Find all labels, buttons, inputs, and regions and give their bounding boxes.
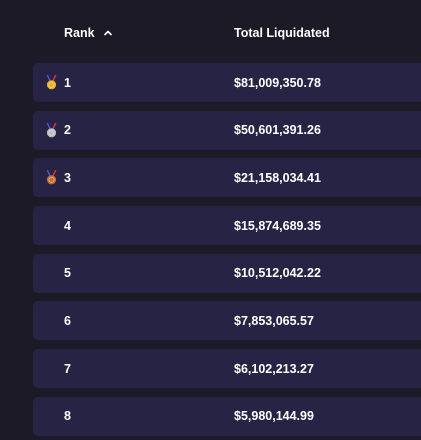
table-row[interactable]: 3 $21,158,034.41: [33, 158, 421, 198]
table-header: Rank Total Liquidated: [0, 22, 421, 48]
total-liquidated-value: $50,601,391.26: [234, 123, 321, 138]
table-row[interactable]: 8 $5,980,144.99: [33, 396, 421, 436]
rank-header-label: Rank: [64, 26, 95, 40]
total-liquidated-value: $15,874,689.35: [234, 218, 321, 233]
rank-value: 2: [64, 123, 71, 138]
table-row[interactable]: 5 $10,512,042.22: [33, 253, 421, 293]
rank-value: 8: [64, 409, 71, 424]
rank-value: 7: [64, 361, 71, 376]
rank-cell: 1: [45, 63, 71, 102]
silver-medal-icon: [46, 122, 57, 138]
bronze-medal-icon: [46, 170, 57, 185]
rank-value: 6: [64, 313, 71, 328]
rank-cell: 2: [45, 111, 71, 150]
rank-value: 4: [64, 218, 71, 233]
rank-value: 3: [64, 170, 71, 185]
total-liquidated-value: $81,009,350.78: [234, 75, 321, 90]
table-row[interactable]: 2 $50,601,391.26: [33, 110, 421, 150]
rank-cell: 5: [45, 254, 71, 293]
table-row[interactable]: 6 $7,853,065.57: [33, 301, 421, 341]
table-body: 1 $81,009,350.78 2 $50,601,391.26 3 $21,158,0…: [33, 63, 421, 440]
table-row[interactable]: 1 $81,009,350.78: [33, 63, 421, 102]
chevron-up-icon[interactable]: [103, 28, 113, 38]
total-liquidated-value: $10,512,042.22: [234, 266, 321, 281]
total-liquidated-value: $7,853,065.57: [234, 313, 314, 328]
total-liquidated-value: $5,980,144.99: [234, 409, 314, 424]
rank-value: 5: [64, 266, 71, 281]
total-liquidated-value: $6,102,213.27: [234, 361, 314, 376]
total-liquidated-column-header[interactable]: Total Liquidated: [234, 26, 330, 40]
rank-column-header[interactable]: Rank: [64, 26, 113, 40]
rank-cell: 8: [45, 397, 71, 436]
rank-value: 1: [64, 75, 71, 90]
total-liquidated-value: $21,158,034.41: [234, 170, 321, 185]
table-row[interactable]: 4 $15,874,689.35: [33, 206, 421, 246]
rank-cell: 4: [45, 206, 71, 245]
rank-cell: 6: [45, 301, 71, 340]
rank-cell: 3: [45, 158, 71, 197]
gold-medal-icon: [46, 75, 57, 90]
table-row[interactable]: 7 $6,102,213.27: [33, 349, 421, 389]
rank-cell: 7: [45, 349, 71, 388]
